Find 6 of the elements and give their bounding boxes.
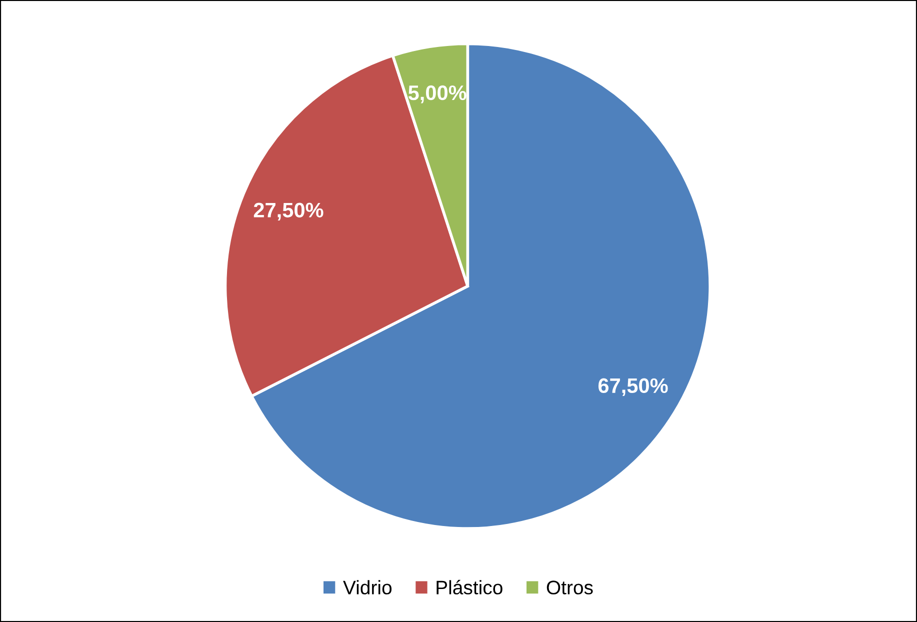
- legend-label: Vidrio: [343, 580, 392, 594]
- data-label: 5,00%: [408, 85, 466, 104]
- data-label: 27,50%: [254, 202, 324, 221]
- data-label: 67,50%: [598, 378, 668, 396]
- legend-label: Plástico: [436, 580, 502, 594]
- legend-label: Otros: [546, 580, 593, 594]
